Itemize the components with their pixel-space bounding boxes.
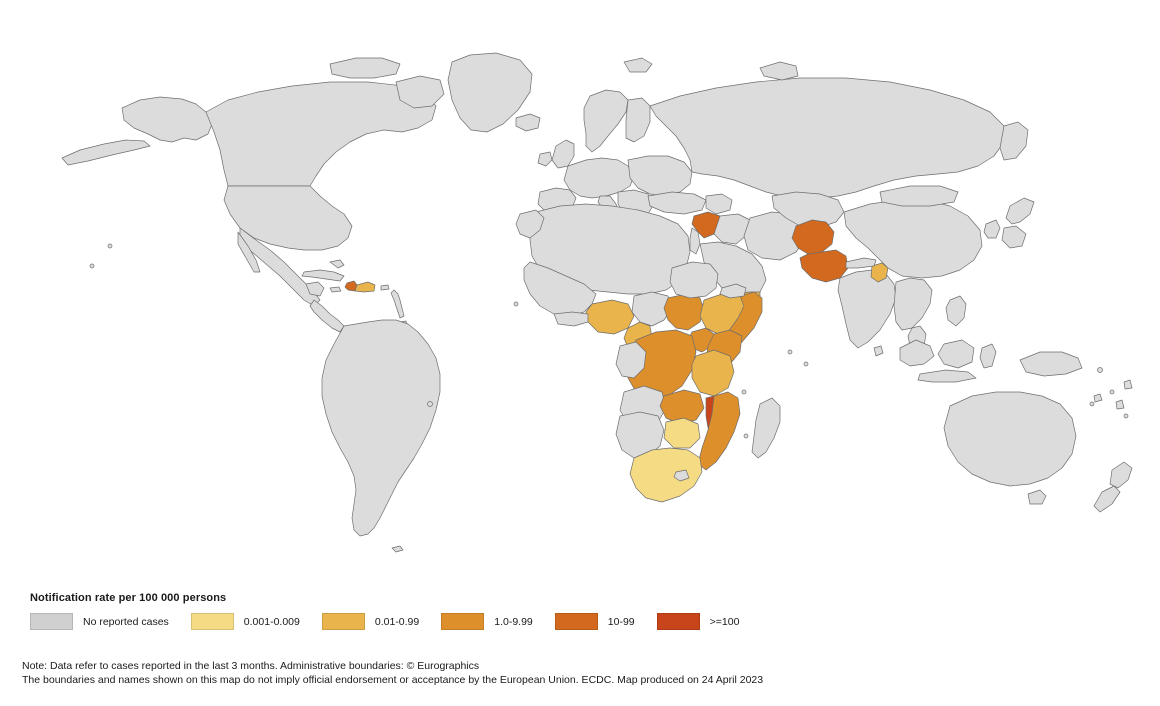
region-djibouti-eritrea[interactable]: [720, 284, 746, 298]
region-tasmania[interactable]: [1028, 490, 1046, 504]
map-legend: Notification rate per 100 000 persons No…: [30, 592, 1130, 630]
legend-label-no-reported-cases: No reported cases: [83, 615, 169, 628]
region-afghanistan[interactable]: [792, 220, 834, 254]
region-madagascar[interactable]: [752, 398, 780, 458]
region-greenland[interactable]: [448, 53, 532, 132]
region-finland[interactable]: [626, 98, 650, 142]
region-sri-lanka[interactable]: [874, 346, 883, 356]
region-zambia[interactable]: [660, 390, 704, 424]
region-philippines[interactable]: [946, 296, 966, 326]
region-alaska[interactable]: [122, 97, 212, 142]
region-java[interactable]: [918, 370, 976, 382]
region-australia[interactable]: [944, 392, 1076, 486]
note-line-1: Note: Data refer to cases reported in th…: [22, 660, 480, 672]
region-eastern-europe[interactable]: [628, 156, 692, 196]
legend-item-bin-3[interactable]: 1.0-9.99: [441, 613, 533, 630]
legend-label-bin-4: 10-99: [607, 615, 635, 628]
region-pacific-islands[interactable]: [1094, 380, 1132, 409]
region-canada[interactable]: [206, 82, 436, 186]
legend-swatch-bin-2: [321, 613, 365, 630]
region-falklands[interactable]: [392, 546, 403, 552]
legend-item-bin-1[interactable]: 0.001-0.009: [190, 613, 300, 630]
region-ireland[interactable]: [538, 152, 552, 166]
region-dominican-republic[interactable]: [355, 282, 375, 292]
region-central-america[interactable]: [310, 300, 344, 332]
legend-item-bin-2[interactable]: 0.01-0.99: [321, 613, 420, 630]
region-western-europe[interactable]: [564, 158, 634, 198]
region-bangladesh[interactable]: [871, 263, 888, 282]
region-korea[interactable]: [984, 220, 1000, 238]
region-iceland[interactable]: [516, 114, 540, 131]
region-south-america[interactable]: [322, 320, 440, 536]
legend-item-bin-4[interactable]: 10-99: [554, 613, 635, 630]
region-russia[interactable]: [650, 78, 1004, 198]
region-puerto-rico[interactable]: [381, 285, 389, 290]
region-baja-california[interactable]: [238, 232, 260, 272]
region-sulawesi[interactable]: [980, 344, 996, 368]
region-new-zealand[interactable]: [1094, 462, 1132, 512]
region-lesser-antilles[interactable]: [391, 290, 404, 318]
note-line-2: The boundaries and names shown on this m…: [22, 674, 764, 686]
region-japan[interactable]: [1002, 198, 1034, 248]
region-arctic-islands[interactable]: [330, 58, 400, 78]
region-scandinavia[interactable]: [584, 90, 628, 152]
region-tanzania[interactable]: [692, 350, 734, 396]
region-lebanon-israel[interactable]: [690, 228, 700, 254]
region-himalaya-nepal[interactable]: [846, 258, 876, 268]
region-kamchatka[interactable]: [1000, 122, 1028, 160]
legend-label-bin-3: 1.0-9.99: [494, 615, 533, 628]
region-lesotho[interactable]: [674, 470, 689, 481]
region-cuba[interactable]: [302, 270, 344, 281]
region-caucasus[interactable]: [706, 194, 732, 214]
legend-items: No reported cases 0.001-0.009 0.01-0.99 …: [30, 613, 1130, 630]
map-notes: Note: Data refer to cases reported in th…: [22, 659, 1142, 687]
region-ghana-coast[interactable]: [554, 312, 588, 326]
region-jamaica[interactable]: [330, 287, 341, 292]
region-gabon-congo[interactable]: [616, 342, 646, 378]
region-mozambique[interactable]: [698, 392, 740, 470]
region-yucatan[interactable]: [306, 282, 324, 296]
region-borneo[interactable]: [938, 340, 974, 368]
legend-swatch-bin-3: [441, 613, 485, 630]
region-turkey[interactable]: [648, 192, 706, 214]
region-sumatra[interactable]: [900, 340, 934, 366]
legend-swatch-bin-1: [190, 613, 234, 630]
region-central-asia[interactable]: [772, 192, 844, 228]
region-central-africa[interactable]: [632, 292, 672, 326]
region-new-guinea[interactable]: [1020, 352, 1082, 376]
legend-swatch-bin-4: [554, 613, 598, 630]
region-arctic-svalbard[interactable]: [624, 58, 652, 72]
world-choropleth-map[interactable]: [0, 0, 1160, 580]
region-united-states[interactable]: [224, 186, 352, 250]
region-zimbabwe[interactable]: [664, 418, 700, 448]
region-novaya-zemlya[interactable]: [760, 62, 798, 80]
region-mongolia[interactable]: [880, 186, 958, 206]
region-southeast-asia[interactable]: [894, 278, 932, 330]
region-aleutians[interactable]: [62, 140, 150, 165]
region-sudan[interactable]: [670, 262, 718, 298]
region-iraq[interactable]: [714, 214, 750, 244]
region-british-isles[interactable]: [552, 140, 574, 168]
region-baffin-island[interactable]: [396, 76, 444, 108]
region-south-africa[interactable]: [630, 448, 702, 502]
legend-swatch-no-reported-cases: [30, 613, 73, 630]
region-small-islands: [89, 243, 1129, 439]
legend-title: Notification rate per 100 000 persons: [30, 592, 227, 604]
legend-item-bin-5[interactable]: >=100: [656, 613, 740, 630]
region-drc[interactable]: [626, 330, 696, 398]
region-bahamas[interactable]: [330, 260, 344, 268]
legend-label-bin-1: 0.001-0.009: [243, 615, 300, 628]
region-morocco-west[interactable]: [516, 210, 544, 238]
legend-label-bin-5: >=100: [709, 615, 740, 628]
legend-swatch-bin-5: [656, 613, 700, 630]
legend-label-bin-2: 0.01-0.99: [374, 615, 420, 628]
legend-item-no-reported-cases[interactable]: No reported cases: [30, 613, 169, 630]
